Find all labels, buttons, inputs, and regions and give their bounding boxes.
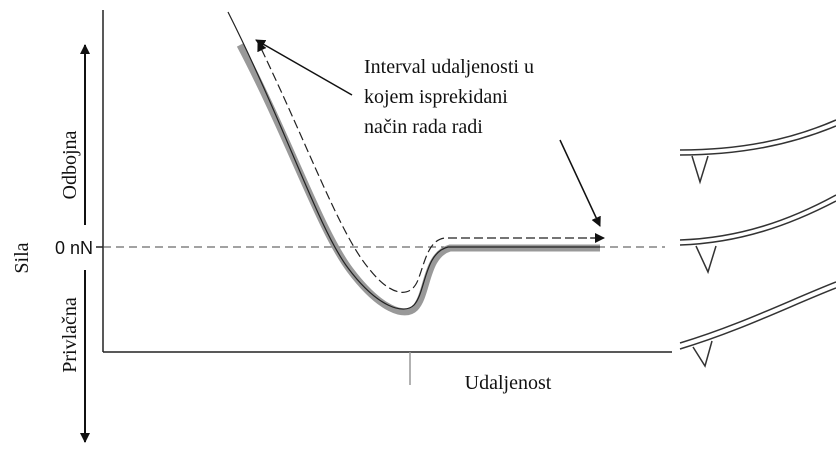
annotation-arrow xyxy=(560,140,600,226)
x-label: Udaljenost xyxy=(465,372,552,394)
y-label: Sila xyxy=(11,242,33,273)
zero-label: 0 nN xyxy=(55,238,93,258)
dashed-curve xyxy=(258,42,600,292)
cantilevers xyxy=(680,120,836,366)
attractive-label: Privlačna xyxy=(59,297,81,373)
annotation-line: način rada radi xyxy=(364,116,483,138)
annotation-line: Interval udaljenosti u xyxy=(364,56,534,78)
repulsive-label: Odbojna xyxy=(59,130,81,199)
annotation-line: kojem isprekidani xyxy=(364,86,508,108)
diagram: Odbojna Privlačna Sila 0 nN Udaljenost I… xyxy=(0,0,836,449)
